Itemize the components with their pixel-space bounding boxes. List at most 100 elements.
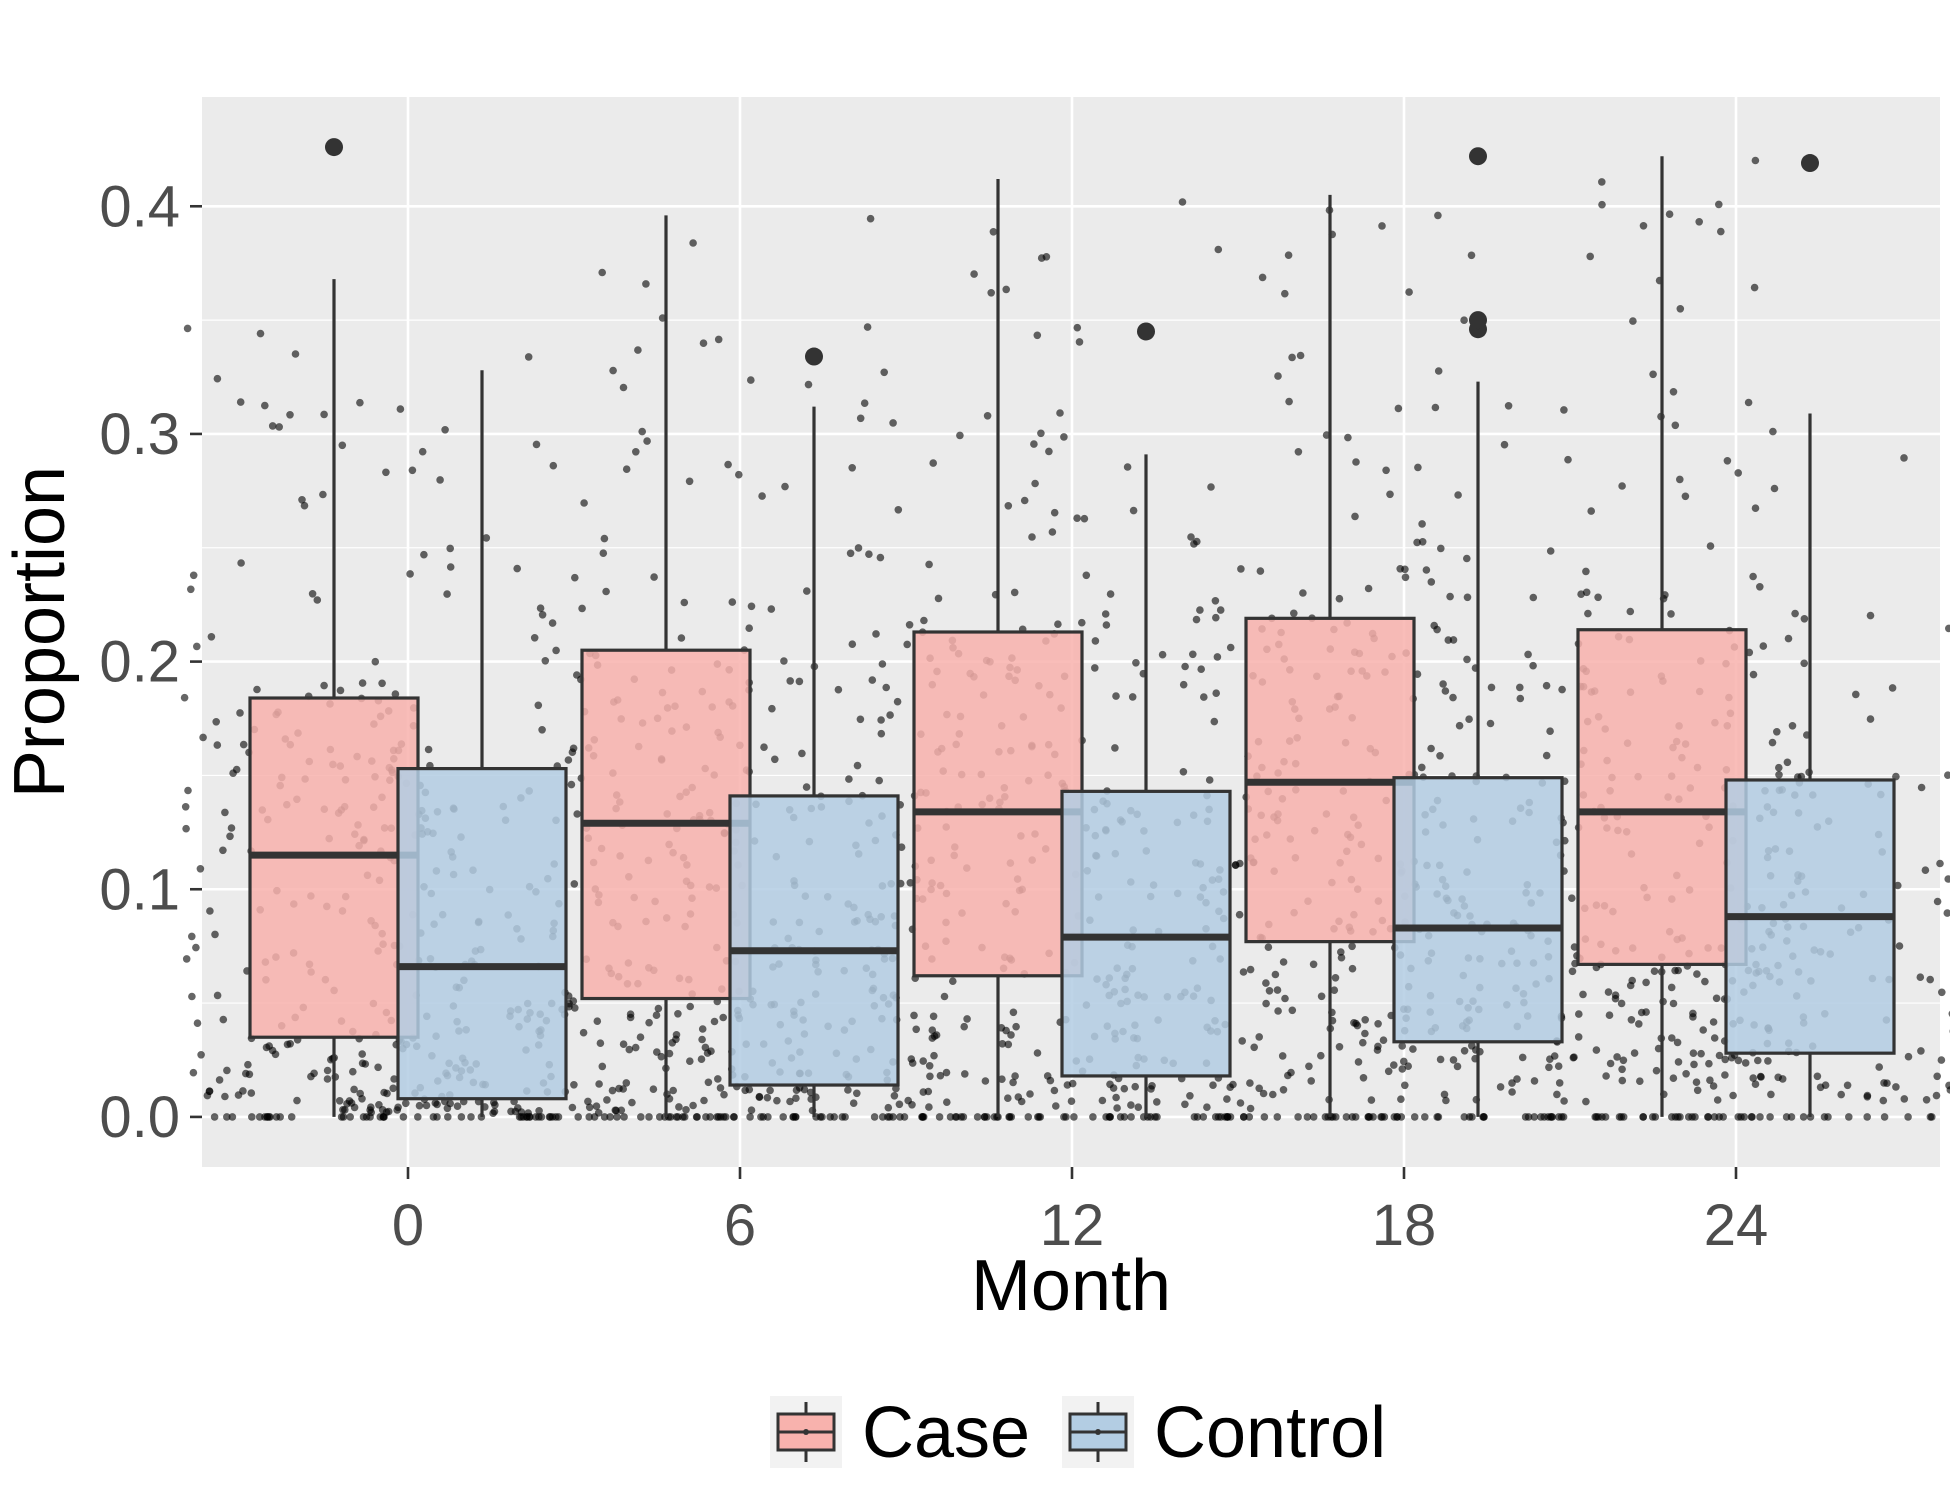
data-point [1223, 1095, 1231, 1103]
data-point [987, 289, 995, 297]
data-point [638, 428, 646, 436]
data-point [1822, 1081, 1830, 1089]
data-point [1754, 1057, 1762, 1065]
data-point [1052, 1102, 1060, 1110]
data-point [1281, 290, 1289, 298]
data-point [383, 1090, 391, 1098]
data-point [1531, 1077, 1539, 1085]
data-point [632, 448, 640, 456]
data-point [190, 572, 198, 580]
data-point [1525, 1113, 1533, 1121]
data-point [1409, 1045, 1417, 1053]
data-point [1197, 665, 1205, 673]
data-point [423, 1102, 431, 1110]
data-point [1433, 626, 1441, 634]
data-point [632, 1044, 640, 1052]
data-point [237, 559, 245, 567]
data-point [1715, 201, 1723, 209]
data-point [1181, 1101, 1189, 1109]
data-point [1043, 253, 1051, 261]
data-point [406, 570, 414, 578]
data-point [1766, 1113, 1774, 1121]
data-point [1595, 1113, 1603, 1121]
data-point [1944, 771, 1950, 779]
data-point [693, 1113, 701, 1121]
data-point [867, 215, 875, 223]
data-point [400, 1113, 408, 1121]
data-point [1767, 1091, 1775, 1099]
data-point [248, 1113, 256, 1121]
data-point [1269, 1091, 1277, 1099]
data-point [1749, 573, 1757, 581]
data-point [1917, 1047, 1925, 1055]
data-point [675, 1103, 683, 1111]
data-point [653, 1011, 661, 1019]
data-point [341, 1106, 349, 1114]
data-point [595, 1080, 603, 1088]
data-point [681, 599, 689, 607]
data-point [1255, 1033, 1263, 1041]
data-point [1439, 680, 1447, 688]
data-point [1468, 252, 1476, 260]
data-point [571, 880, 579, 888]
data-point [524, 1109, 532, 1117]
data-point [1627, 608, 1635, 616]
data-point [1926, 976, 1934, 984]
data-point [1582, 568, 1590, 576]
data-point [204, 1092, 212, 1100]
data-point [1881, 1113, 1889, 1121]
data-point [574, 1113, 582, 1121]
data-point [1307, 1077, 1315, 1085]
data-point [643, 437, 651, 445]
data-point [1287, 1069, 1295, 1077]
data-point [1524, 651, 1532, 659]
data-point [1607, 1060, 1615, 1068]
data-point [446, 545, 454, 553]
data-point [970, 270, 978, 278]
data-point [729, 598, 737, 606]
data-point [894, 698, 902, 706]
data-point [715, 336, 723, 344]
data-point [1896, 942, 1904, 950]
data-point [1355, 1058, 1363, 1066]
data-point [758, 492, 766, 500]
data-point [1060, 433, 1068, 441]
data-point [1402, 574, 1410, 582]
data-point [1775, 764, 1783, 772]
data-point [286, 1040, 294, 1048]
data-point [1374, 1046, 1382, 1054]
data-point [346, 1113, 354, 1121]
data-point [1106, 1113, 1114, 1121]
data-point [1337, 948, 1345, 956]
box-body [730, 796, 898, 1085]
data-point [1756, 583, 1764, 591]
data-point [181, 694, 189, 702]
data-point [620, 1113, 628, 1121]
data-point [197, 865, 205, 873]
data-point [1435, 367, 1443, 375]
data-point [1232, 861, 1240, 869]
outlier-point [805, 348, 823, 366]
data-point [1280, 958, 1288, 966]
data-point [1395, 405, 1403, 413]
data-point [1081, 515, 1089, 523]
data-point [645, 1113, 653, 1121]
data-point [1875, 1063, 1883, 1071]
data-point [1005, 1041, 1013, 1049]
data-point [960, 1023, 968, 1031]
data-point [1200, 1113, 1208, 1121]
data-point [1463, 555, 1471, 563]
data-point [571, 574, 579, 582]
data-point [409, 467, 417, 475]
data-point [1047, 1077, 1055, 1085]
data-point [1714, 1096, 1722, 1104]
data-point [1944, 875, 1950, 883]
data-point [1189, 651, 1197, 659]
data-point [1598, 178, 1606, 186]
data-point [848, 464, 856, 472]
data-point [190, 1069, 198, 1077]
data-point [1558, 686, 1566, 694]
data-point [1359, 1039, 1367, 1047]
data-point [895, 506, 903, 514]
data-point [1707, 542, 1715, 550]
